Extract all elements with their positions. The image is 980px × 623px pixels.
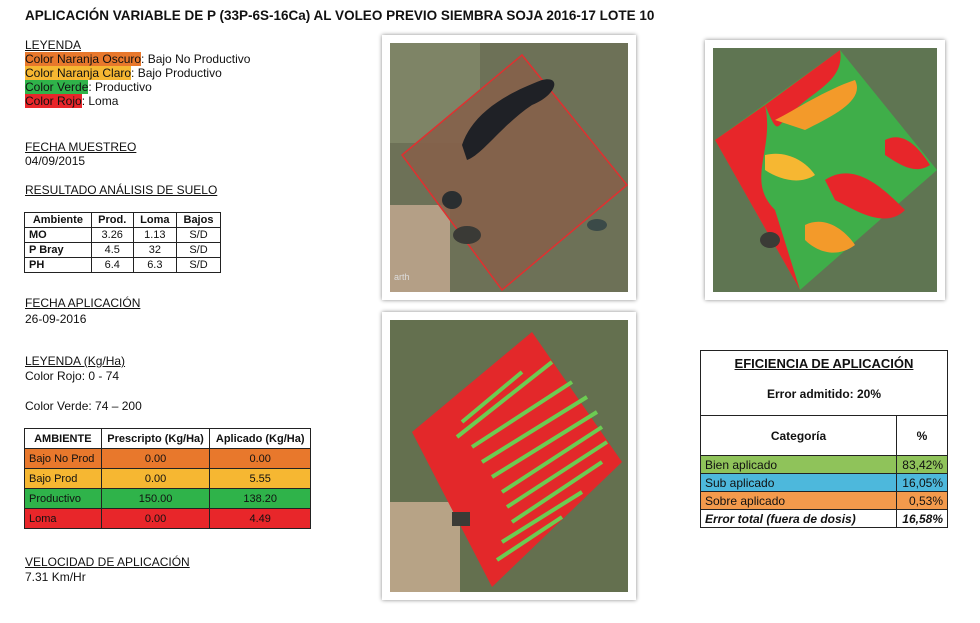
cell: Bajo Prod <box>24 468 102 489</box>
cell: Productivo <box>24 488 102 509</box>
row: Bajo Prod 0.00 5.55 <box>24 468 311 489</box>
application-map <box>382 312 636 600</box>
cell: 0.00 <box>100 448 211 469</box>
cell: 16,05% <box>896 473 948 492</box>
map-image: arth <box>390 43 629 292</box>
cell: Bien aplicado <box>700 455 897 474</box>
legend-item: Color Rojo: Loma <box>25 94 250 108</box>
row: Productivo 150.00 138.20 <box>24 488 311 509</box>
cell: 4.49 <box>209 508 311 529</box>
header-row: Ambiente Prod. Loma Bajos <box>24 212 222 228</box>
legend-text: : Bajo No Productivo <box>141 52 251 66</box>
legend-label: Color Naranja Claro <box>25 66 132 80</box>
satellite-map: arth <box>382 35 636 300</box>
environment-map <box>705 40 945 300</box>
cell: 16,58% <box>896 509 948 528</box>
table-subtitle: Error admitido: 20% <box>766 387 882 401</box>
cell: 5.55 <box>209 468 311 489</box>
legend-text: : Bajo Productivo <box>131 66 222 80</box>
cell: 83,42% <box>896 455 948 474</box>
soil-table: Ambiente Prod. Loma Bajos MO 3.26 1.13 S/D P Bra… <box>24 212 222 273</box>
cell: 6.4 <box>90 257 134 273</box>
cell: 0.00 <box>100 508 211 529</box>
cell: Error total (fuera de dosis) <box>700 509 897 528</box>
header-cell: % <box>896 415 948 456</box>
heading: FECHA APLICACIÓN <box>25 296 141 310</box>
header-cell: AMBIENTE <box>24 428 102 449</box>
cell: MO <box>24 227 92 243</box>
legend-item: Color Naranja Claro: Bajo Productivo <box>25 66 250 80</box>
application-table: AMBIENTE Prescripto (Kg/Ha) Aplicado (Kg/H… <box>24 428 311 529</box>
legend-line: Color Verde: 74 – 200 <box>25 399 142 413</box>
legend-label: Color Verde <box>25 80 89 94</box>
row: Bien aplicado 83,42% <box>700 455 948 474</box>
cell: 3.26 <box>90 227 134 243</box>
row: Error total (fuera de dosis) 16,58% <box>700 509 948 528</box>
legend-heading: LEYENDA <box>25 38 82 52</box>
header-row: Categoría% <box>700 415 948 456</box>
title-cell: EFICIENCIA DE APLICACIÓN Error admitido: … <box>700 350 948 416</box>
cell: Bajo No Prod <box>24 448 102 469</box>
cell: Sub aplicado <box>700 473 897 492</box>
cell: 4.5 <box>90 242 134 258</box>
header-cell: Bajos <box>175 212 222 228</box>
cell: 6.3 <box>132 257 177 273</box>
cell: P Bray <box>24 242 92 258</box>
cell: 0,53% <box>896 491 948 510</box>
heading: VELOCIDAD DE APLICACIÓN <box>25 555 190 569</box>
legend-text: : Loma <box>81 94 119 108</box>
date: 26-09-2016 <box>25 312 87 326</box>
cell: S/D <box>175 242 222 258</box>
legend-text: : Productivo <box>88 80 152 94</box>
map-image <box>713 48 937 292</box>
cell: 138.20 <box>209 488 311 509</box>
legend-item: Color Naranja Oscuro: Bajo No Productivo <box>25 52 250 66</box>
legend-item: Color Verde: Productivo <box>25 80 250 94</box>
cell: PH <box>24 257 92 273</box>
cell: 150.00 <box>100 488 211 509</box>
table-title: EFICIENCIA DE APLICACIÓN <box>734 356 914 371</box>
cell: Loma <box>24 508 102 529</box>
header-row: AMBIENTE Prescripto (Kg/Ha) Aplicado (Kg/H… <box>24 428 311 449</box>
row: P Bray 4.5 32 S/D <box>24 242 222 258</box>
cell: S/D <box>175 227 222 243</box>
svg-text:arth: arth <box>394 272 410 282</box>
legend-label: Color Naranja Oscuro <box>25 52 142 66</box>
header-cell: Loma <box>132 212 177 228</box>
header-cell: Ambiente <box>24 212 92 228</box>
date: 04/09/2015 <box>25 154 86 168</box>
title-row: EFICIENCIA DE APLICACIÓN Error admitido: … <box>700 350 948 416</box>
cell: S/D <box>175 257 222 273</box>
legend: Color Naranja Oscuro: Bajo No Productivo… <box>25 52 250 108</box>
cell: 32 <box>132 242 177 258</box>
header-cell: Prod. <box>90 212 134 228</box>
title: APLICACIÓN VARIABLE DE P (33P-6S-16Ca) A… <box>25 8 655 23</box>
efficiency-table: EFICIENCIA DE APLICACIÓN Error admitido: … <box>700 350 948 528</box>
header-cell: Prescripto (Kg/Ha) <box>100 428 211 449</box>
cell: 1.13 <box>132 227 177 243</box>
cell: 0.00 <box>100 468 211 489</box>
map-image <box>390 320 628 592</box>
legend-line: Color Rojo: 0 - 74 <box>25 369 120 383</box>
heading: FECHA MUESTREO <box>25 140 137 154</box>
speed: 7.31 Km/Hr <box>25 570 86 584</box>
row: Bajo No Prod 0.00 0.00 <box>24 448 311 469</box>
heading: LEYENDA (Kg/Ha) <box>25 354 126 368</box>
header-cell: Aplicado (Kg/Ha) <box>209 428 311 449</box>
row: Sobre aplicado 0,53% <box>700 491 948 510</box>
legend-label: Color Rojo <box>25 94 82 108</box>
heading: RESULTADO ANÁLISIS DE SUELO <box>25 183 218 197</box>
cell: 0.00 <box>209 448 311 469</box>
cell: Sobre aplicado <box>700 491 897 510</box>
header-cell: Categoría <box>700 415 897 456</box>
row: Loma 0.00 4.49 <box>24 508 311 529</box>
row: PH 6.4 6.3 S/D <box>24 257 222 273</box>
row: Sub aplicado 16,05% <box>700 473 948 492</box>
row: MO 3.26 1.13 S/D <box>24 227 222 243</box>
